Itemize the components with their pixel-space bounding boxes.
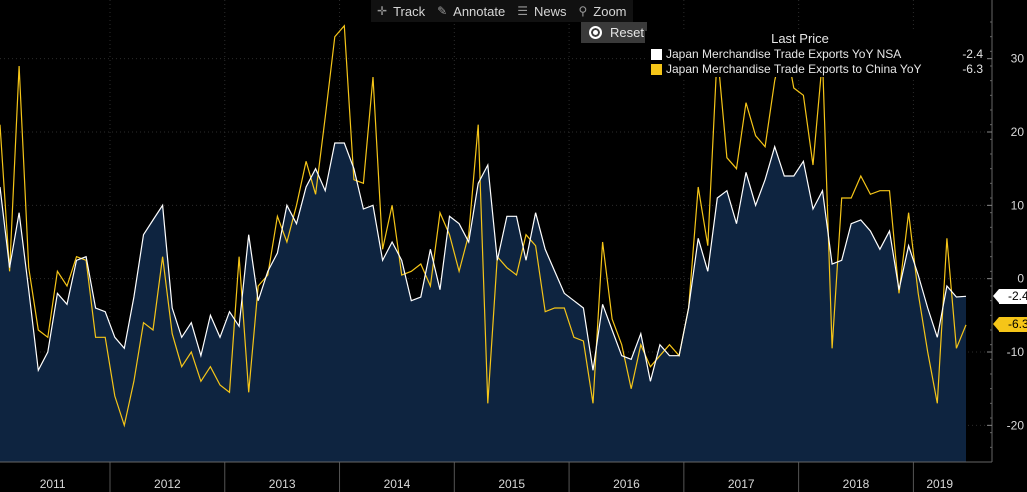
news-list-icon: ☰ [517,4,528,18]
legend-item-name: Japan Merchandise Trade Exports to China… [666,62,922,76]
series-lines [0,24,967,428]
track-button[interactable]: ✛ Track [371,0,431,22]
x-tick-label: 2015 [498,477,525,491]
legend: Last Price Japan Merchandise Trade Expor… [645,31,985,77]
y-tick-label: 30 [1011,52,1025,66]
news-button[interactable]: ☰ News [511,0,572,22]
last-value-tag-yellow: -6.3 [993,317,1027,333]
crosshair-icon: ✛ [377,4,388,18]
x-tick-label: 2018 [843,477,870,491]
series-line-exports [0,142,967,382]
news-label: News [533,3,567,19]
pencil-icon: ✎ [437,4,448,18]
zoom-label: Zoom [593,3,627,19]
zoom-button[interactable]: ⚲ Zoom [572,0,632,22]
y-tick-label: 20 [1011,125,1025,139]
chart-toolbar: ✛ Track ✎ Annotate ☰ News ⚲ Zoom [371,0,633,22]
annotate-button[interactable]: ✎ Annotate [431,0,511,22]
legend-header: Last Price [771,31,829,46]
y-tick-label: 10 [1011,198,1025,212]
reset-label: Reset [610,25,644,40]
legend-item-name: Japan Merchandise Trade Exports YoY NSA [666,47,902,61]
legend-item[interactable]: Japan Merchandise Trade Exports to China… [645,62,985,77]
x-tick-label: 2014 [384,477,411,491]
series-area-exports [0,143,966,462]
legend-item-value: -2.4 [962,47,983,61]
series-line-exports-to-china [0,24,967,428]
x-tick-label: 2017 [728,477,755,491]
x-tick-label: 2016 [613,477,640,491]
y-tick-label: 0 [1017,272,1024,286]
reset-button[interactable]: Reset [581,22,647,43]
x-tick-label: 2019 [926,477,953,491]
y-tick-label: -10 [1007,345,1025,359]
legend-swatch-yellow [651,64,662,75]
magnifier-icon: ⚲ [578,4,588,18]
last-value-tag-white: -2.4 [993,288,1027,304]
legend-swatch-white [651,49,662,60]
track-label: Track [393,3,426,19]
x-tick-label: 2012 [154,477,181,491]
x-axis: 2011 2012 2013 2014 2015 2016 2017 2018 2019 [0,461,992,492]
x-tick-label: 2011 [40,477,66,491]
series-area-fill [0,143,966,462]
x-tick-label: 2013 [269,477,296,491]
legend-item-value: -6.3 [962,62,983,76]
reset-radio-icon [589,26,602,39]
y-axis: 30 20 10 0 -10 -20 [987,0,1025,463]
annotate-label: Annotate [453,3,506,19]
legend-item[interactable]: Japan Merchandise Trade Exports YoY NSA … [645,47,985,62]
y-tick-label: -20 [1007,418,1025,432]
